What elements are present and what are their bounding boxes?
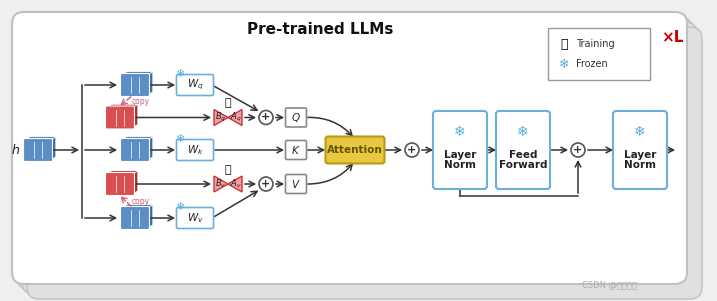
Text: ❄: ❄	[454, 125, 466, 139]
Text: CSDN @硅谷秋水: CSDN @硅谷秋水	[582, 281, 637, 290]
FancyBboxPatch shape	[27, 27, 702, 299]
Text: $K$: $K$	[291, 144, 300, 156]
FancyBboxPatch shape	[548, 28, 650, 80]
Polygon shape	[25, 137, 56, 140]
Circle shape	[571, 143, 585, 157]
FancyBboxPatch shape	[105, 172, 135, 196]
FancyBboxPatch shape	[613, 111, 667, 189]
Text: +: +	[262, 179, 270, 189]
Polygon shape	[51, 137, 56, 160]
Text: Training: Training	[576, 39, 614, 49]
Text: +: +	[262, 113, 270, 123]
Text: $Q$: $Q$	[291, 111, 301, 124]
Text: ❄: ❄	[176, 134, 185, 144]
Text: ❄: ❄	[517, 125, 529, 139]
Text: $W_k$: $W_k$	[186, 143, 204, 157]
FancyBboxPatch shape	[285, 175, 306, 194]
Text: $A_q$: $A_q$	[230, 111, 242, 124]
Polygon shape	[133, 171, 138, 194]
FancyBboxPatch shape	[120, 138, 150, 162]
Polygon shape	[133, 104, 138, 128]
Text: $W_v$: $W_v$	[186, 211, 204, 225]
Text: +: +	[407, 145, 417, 155]
Text: 🔥: 🔥	[224, 98, 232, 108]
FancyBboxPatch shape	[176, 207, 214, 228]
Text: ❄: ❄	[635, 125, 646, 139]
Text: Feed: Feed	[509, 150, 537, 160]
Circle shape	[259, 177, 273, 191]
Text: Norm: Norm	[444, 160, 476, 170]
FancyBboxPatch shape	[105, 106, 135, 129]
FancyBboxPatch shape	[433, 111, 487, 189]
Polygon shape	[214, 176, 228, 192]
Text: copy: copy	[132, 197, 150, 206]
Circle shape	[259, 110, 273, 125]
FancyBboxPatch shape	[496, 111, 550, 189]
FancyBboxPatch shape	[285, 108, 306, 127]
Polygon shape	[122, 72, 153, 75]
Text: ❄: ❄	[559, 57, 569, 70]
Text: Layer: Layer	[624, 150, 656, 160]
Polygon shape	[122, 205, 153, 208]
Text: ❄: ❄	[176, 69, 185, 79]
Text: 🔥: 🔥	[560, 38, 568, 51]
Polygon shape	[228, 110, 242, 126]
Text: ×L: ×L	[661, 30, 683, 45]
Polygon shape	[122, 137, 153, 140]
Polygon shape	[148, 137, 153, 160]
FancyBboxPatch shape	[176, 139, 214, 160]
FancyBboxPatch shape	[12, 12, 687, 284]
Text: 🔥: 🔥	[224, 165, 232, 175]
Text: $V$: $V$	[291, 178, 301, 190]
FancyBboxPatch shape	[17, 17, 692, 289]
Polygon shape	[107, 104, 138, 107]
Polygon shape	[107, 171, 138, 174]
Polygon shape	[148, 205, 153, 228]
Polygon shape	[148, 72, 153, 95]
Text: Frozen: Frozen	[576, 59, 608, 69]
FancyBboxPatch shape	[326, 136, 384, 163]
FancyBboxPatch shape	[22, 22, 697, 294]
Text: $B_v$: $B_v$	[214, 178, 226, 190]
Text: ❄: ❄	[176, 202, 185, 212]
Circle shape	[405, 143, 419, 157]
Text: $h$: $h$	[11, 143, 21, 157]
Text: +: +	[574, 145, 583, 155]
FancyBboxPatch shape	[176, 75, 214, 95]
Text: $B_q$: $B_q$	[214, 111, 226, 124]
FancyBboxPatch shape	[285, 141, 306, 160]
Text: Pre-trained LLMs: Pre-trained LLMs	[247, 23, 393, 38]
Text: Attention: Attention	[327, 145, 383, 155]
Text: $A_v$: $A_v$	[230, 178, 242, 190]
Text: Layer: Layer	[444, 150, 476, 160]
Text: copy: copy	[132, 97, 150, 106]
Polygon shape	[214, 110, 228, 126]
FancyBboxPatch shape	[120, 206, 150, 229]
FancyBboxPatch shape	[120, 73, 150, 97]
Text: Forward: Forward	[499, 160, 547, 170]
FancyBboxPatch shape	[24, 138, 52, 162]
Text: $W_q$: $W_q$	[186, 78, 204, 92]
Polygon shape	[228, 176, 242, 192]
Text: Norm: Norm	[624, 160, 656, 170]
